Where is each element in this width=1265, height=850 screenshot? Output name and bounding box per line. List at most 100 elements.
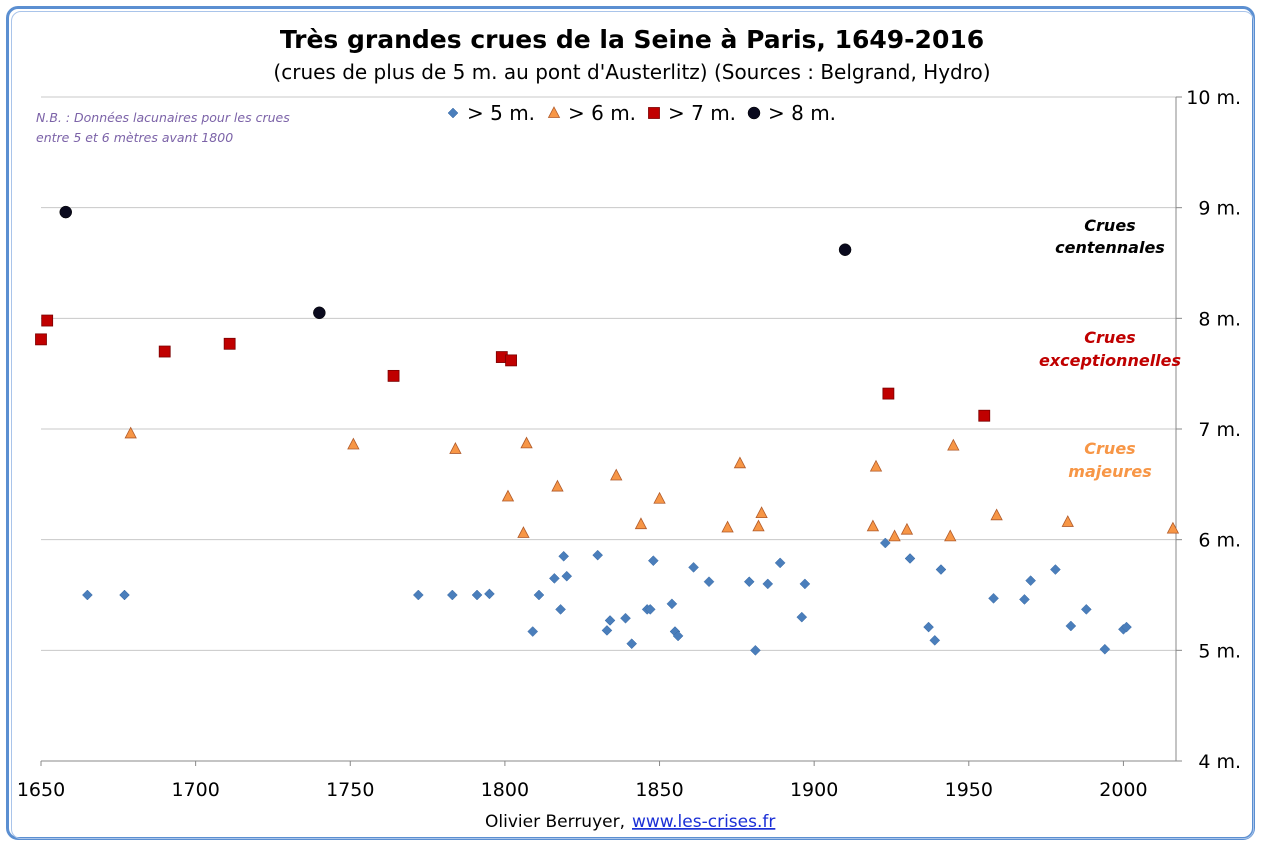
band-label-exceptionnelles-1: Crues — [1084, 328, 1135, 347]
y-tick-label: 10 m. — [1186, 87, 1241, 109]
data-point-square — [223, 337, 236, 350]
data-point-diamond — [703, 576, 715, 588]
y-tick-label: 6 m. — [1198, 530, 1241, 552]
data-point-diamond — [592, 549, 604, 561]
data-point-diamond — [558, 550, 570, 562]
legend-marker-square — [648, 107, 660, 119]
data-point-diamond — [446, 589, 458, 601]
credit-link[interactable]: www.les-crises.fr — [632, 812, 775, 832]
data-points — [35, 205, 1180, 656]
band-label-exceptionnelles-2: exceptionnelles — [1039, 351, 1181, 370]
chart-frame — [6, 6, 1255, 840]
data-point-triangle — [888, 529, 901, 542]
data-point-diamond — [82, 589, 93, 601]
data-point-diamond — [1050, 564, 1061, 575]
x-tick-label: 2000 — [1099, 779, 1147, 801]
data-point-triangle — [752, 519, 765, 532]
data-point-square — [978, 409, 991, 422]
gridlines — [41, 96, 1176, 651]
y-axis-ticks: 4 m. 5 m. 6 m. 7 m. 8 m. 9 m. 10 m. — [1176, 87, 1241, 773]
note-line-1: N.B. : Données lacunaires pour les crues — [36, 110, 290, 125]
data-point-circle — [313, 306, 326, 320]
x-tick-label: 1900 — [790, 779, 838, 801]
x-tick-label: 1850 — [635, 779, 683, 801]
legend: > 5 m. > 6 m. > 7 m. > 8 m. — [447, 101, 836, 125]
data-point-diamond — [1025, 575, 1036, 586]
band-label-centennales-1: Crues — [1084, 216, 1135, 235]
data-point-diamond — [626, 638, 638, 650]
data-point-square — [41, 314, 54, 327]
data-point-diamond — [923, 621, 934, 633]
data-point-diamond — [796, 611, 808, 623]
data-point-diamond — [774, 557, 786, 569]
y-tick-label: 8 m. — [1198, 308, 1241, 330]
data-point-diamond — [1080, 604, 1092, 615]
data-point-triangle — [944, 529, 957, 542]
data-point-diamond — [929, 635, 941, 646]
data-point-triangle — [653, 491, 666, 504]
legend-marker-circle — [747, 106, 761, 120]
chart-subtitle: (crues de plus de 5 m. au pont d'Austerl… — [273, 60, 990, 84]
data-point-diamond — [935, 564, 947, 575]
data-point-triangle — [1061, 515, 1074, 527]
legend-label: > 5 m. — [467, 101, 535, 125]
data-point-square — [387, 369, 400, 382]
x-tick-label: 1700 — [171, 779, 219, 801]
legend-marker-diamond — [447, 107, 459, 119]
x-tick-label: 1950 — [945, 779, 993, 801]
data-point-triangle — [990, 508, 1003, 521]
note-line-2: entre 5 et 6 mètres avant 1800 — [36, 130, 233, 145]
x-axis-ticks: 1650 1700 1750 1800 1850 1900 1950 2000 — [17, 761, 1148, 801]
data-point-square — [158, 345, 171, 358]
data-point-diamond — [549, 573, 560, 584]
data-point-diamond — [561, 570, 573, 582]
legend-label: > 6 m. — [568, 101, 636, 125]
band-labels: Crues centennales Crues exceptionnelles … — [1039, 216, 1181, 481]
data-point-triangle — [347, 437, 360, 450]
data-point-diamond — [533, 589, 545, 601]
data-point-diamond — [620, 612, 631, 624]
y-tick-label: 4 m. — [1198, 751, 1241, 773]
x-tick-label: 1800 — [481, 779, 529, 801]
data-point-diamond — [743, 576, 755, 588]
data-point-triangle — [733, 456, 747, 469]
data-point-diamond — [647, 555, 659, 567]
data-point-triangle — [551, 479, 564, 492]
data-point-triangle — [721, 520, 734, 533]
data-point-diamond — [1019, 594, 1030, 605]
chart-title: Très grandes crues de la Seine à Paris, … — [280, 25, 984, 54]
data-point-triangle — [520, 436, 533, 449]
data-point-square — [35, 333, 47, 346]
data-point-square — [882, 387, 895, 400]
data-point-triangle — [501, 489, 515, 502]
data-point-diamond — [119, 589, 130, 601]
data-point-diamond — [412, 589, 424, 601]
data-point-diamond — [904, 553, 916, 564]
data-point-triangle — [1166, 521, 1180, 534]
data-point-triangle — [124, 426, 137, 439]
data-point-triangle — [449, 442, 462, 454]
data-point-triangle — [755, 506, 768, 519]
data-point-diamond — [666, 598, 678, 610]
data-point-diamond — [762, 578, 774, 590]
data-point-diamond — [688, 561, 699, 573]
x-tick-label: 1650 — [17, 779, 65, 801]
data-point-triangle — [517, 526, 530, 538]
legend-label: > 7 m. — [668, 101, 736, 125]
data-point-diamond — [527, 626, 539, 637]
data-point-diamond — [799, 578, 811, 590]
y-tick-label: 5 m. — [1198, 640, 1241, 662]
data-point-diamond — [484, 588, 495, 600]
data-point-triangle — [900, 522, 914, 535]
data-point-diamond — [1121, 621, 1132, 633]
band-label-majeures-1: Crues — [1084, 439, 1135, 458]
data-point-diamond — [471, 589, 483, 601]
data-point-circle — [838, 243, 852, 256]
data-point-triangle — [947, 438, 960, 451]
data-point-square — [505, 354, 517, 367]
x-tick-label: 1750 — [326, 779, 374, 801]
data-point-diamond — [601, 625, 613, 636]
band-label-centennales-2: centennales — [1055, 238, 1165, 257]
legend-marker-triangle — [547, 106, 561, 118]
data-point-diamond — [1099, 643, 1111, 655]
